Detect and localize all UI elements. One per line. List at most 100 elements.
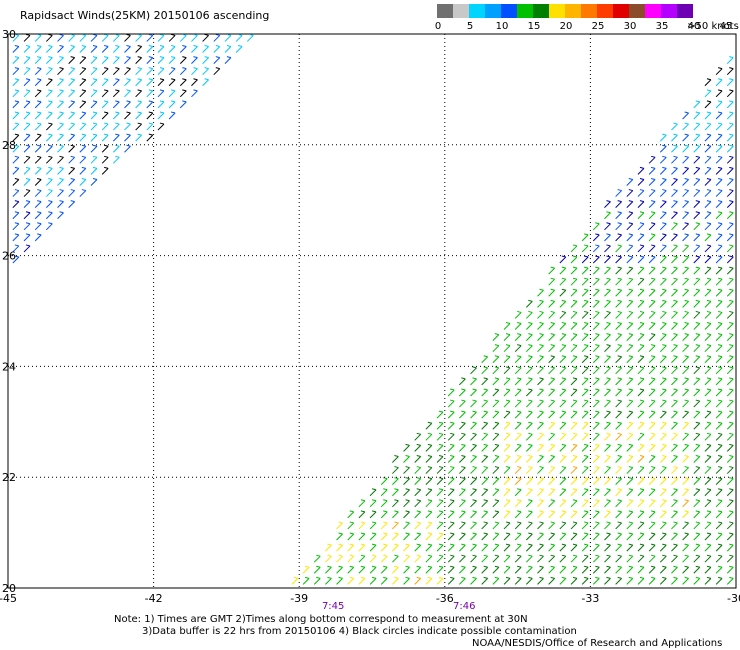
wind-barb bbox=[135, 78, 142, 87]
wind-barb bbox=[537, 344, 544, 353]
wind-barb bbox=[604, 399, 611, 408]
wind-barb bbox=[704, 100, 712, 109]
wind-barb bbox=[112, 45, 120, 53]
wind-barb bbox=[481, 576, 489, 585]
wind-barb bbox=[637, 421, 645, 430]
wind-barb bbox=[90, 33, 98, 42]
wind-barb bbox=[124, 89, 131, 98]
wind-barb bbox=[626, 421, 634, 430]
swath-southeast bbox=[291, 56, 734, 585]
wind-barb bbox=[470, 488, 477, 497]
wind-barb bbox=[481, 510, 489, 519]
wind-barb bbox=[592, 432, 600, 441]
legend-swatch bbox=[565, 4, 581, 18]
wind-barb bbox=[313, 576, 321, 585]
wind-barb bbox=[481, 410, 489, 419]
wind-barb bbox=[604, 499, 611, 508]
wind-barb bbox=[715, 78, 723, 87]
wind-barb bbox=[592, 532, 600, 541]
wind-barb bbox=[559, 576, 567, 585]
wind-barb bbox=[604, 255, 611, 264]
wind-barb bbox=[682, 155, 689, 164]
wind-barb bbox=[459, 510, 466, 519]
wind-barb bbox=[637, 310, 645, 319]
wind-barb bbox=[592, 244, 600, 253]
wind-barb bbox=[693, 244, 701, 253]
wind-barb bbox=[671, 366, 678, 375]
wind-barb bbox=[470, 377, 477, 386]
wind-barb bbox=[392, 488, 399, 497]
wind-barb bbox=[693, 388, 701, 397]
wind-barb bbox=[414, 510, 422, 519]
wind-barb bbox=[492, 576, 500, 585]
wind-barb bbox=[570, 377, 578, 386]
wind-barb bbox=[704, 554, 712, 563]
wind-barb bbox=[592, 576, 600, 585]
wind-barb bbox=[470, 499, 477, 508]
wind-barb bbox=[470, 576, 477, 585]
wind-barb bbox=[525, 510, 533, 519]
wind-barb bbox=[693, 277, 701, 286]
wind-barb bbox=[704, 355, 712, 364]
wind-barb bbox=[682, 554, 689, 563]
wind-barb bbox=[57, 33, 64, 42]
wind-barb bbox=[715, 111, 723, 120]
wind-barb bbox=[693, 366, 701, 375]
wind-barb bbox=[615, 554, 622, 563]
wind-barb bbox=[503, 565, 511, 574]
wind-barb bbox=[693, 111, 701, 120]
wind-barb bbox=[559, 499, 567, 508]
wind-barb bbox=[146, 78, 154, 87]
wind-barb bbox=[570, 333, 578, 341]
wind-barb bbox=[403, 521, 410, 530]
wind-barb bbox=[537, 355, 544, 364]
wind-barb bbox=[715, 454, 723, 463]
wind-barb bbox=[503, 521, 511, 530]
wind-barb bbox=[626, 432, 634, 441]
wind-barb bbox=[358, 543, 366, 552]
wind-barb bbox=[604, 355, 611, 364]
wind-barb bbox=[470, 366, 477, 375]
wind-barb bbox=[671, 521, 678, 530]
wind-barb bbox=[436, 499, 444, 508]
wind-barb bbox=[659, 432, 667, 441]
wind-barb bbox=[559, 299, 567, 308]
wind-barb bbox=[581, 421, 589, 430]
wind-barb bbox=[481, 454, 489, 463]
wind-barb bbox=[659, 355, 667, 364]
wind-barb bbox=[23, 133, 31, 142]
wind-barb bbox=[68, 100, 76, 109]
wind-barb bbox=[146, 100, 154, 109]
wind-barb bbox=[34, 100, 42, 109]
wind-barb bbox=[135, 100, 142, 109]
wind-barb bbox=[492, 510, 500, 519]
wind-barb bbox=[57, 67, 64, 76]
wind-barb bbox=[659, 532, 667, 541]
legend-swatch bbox=[517, 4, 533, 18]
wind-barb bbox=[592, 333, 600, 341]
wind-barb bbox=[626, 310, 634, 319]
wind-barb bbox=[45, 189, 53, 197]
wind-barb bbox=[604, 488, 611, 497]
wind-barb bbox=[447, 510, 455, 519]
wind-barb bbox=[704, 111, 712, 120]
wind-barb bbox=[559, 543, 567, 552]
wind-barb bbox=[124, 122, 131, 131]
wind-barb bbox=[559, 310, 567, 319]
wind-barb bbox=[682, 211, 689, 220]
wind-barb bbox=[425, 488, 433, 497]
wind-barb bbox=[514, 477, 522, 485]
wind-barb bbox=[157, 100, 165, 109]
wind-barb bbox=[347, 576, 355, 585]
wind-barb bbox=[726, 543, 734, 552]
wind-barb bbox=[682, 521, 689, 530]
wind-barb bbox=[726, 443, 734, 452]
wind-barb bbox=[68, 155, 76, 164]
wind-barb bbox=[525, 565, 533, 574]
wind-barb bbox=[514, 454, 522, 463]
wind-barb bbox=[682, 322, 689, 330]
wind-barb bbox=[570, 466, 578, 474]
wind-barb bbox=[146, 45, 154, 53]
wind-barb bbox=[671, 543, 678, 552]
